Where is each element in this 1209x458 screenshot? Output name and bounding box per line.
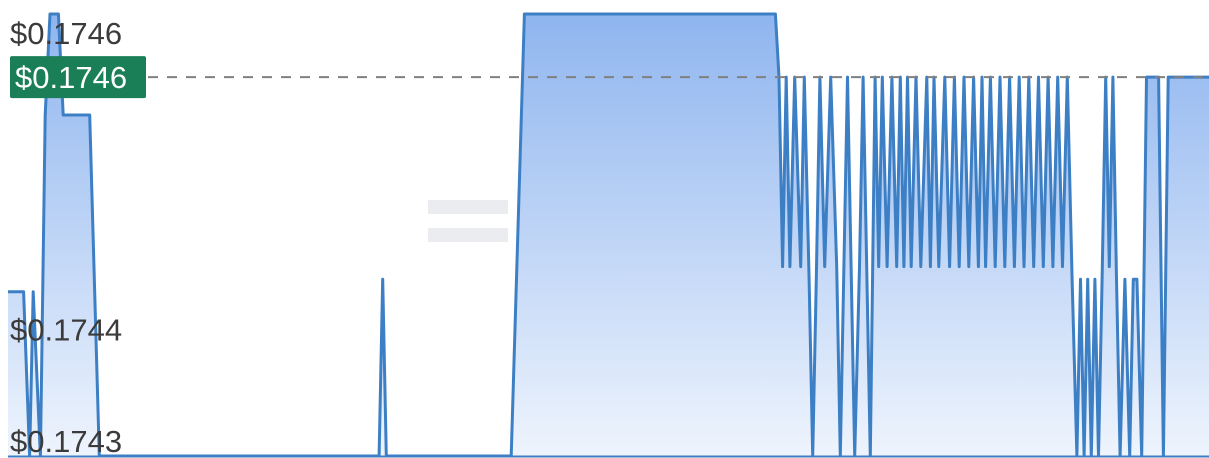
- y-axis-ticks: $0.1746 $0.1744 $0.1743: [10, 16, 122, 458]
- y-tick-label: $0.1744: [10, 313, 122, 348]
- price-line-series: [8, 12, 1209, 458]
- price-line: [8, 12, 1209, 458]
- price-area-fill: [8, 14, 1209, 456]
- current-price-tag: $0.1746: [10, 56, 146, 99]
- current-price-tag-bg: [10, 56, 146, 99]
- current-price-label: $0.1746: [15, 60, 127, 95]
- price-area: [8, 14, 1209, 456]
- y-tick-label: $0.1743: [10, 424, 122, 458]
- y-tick-label: $0.1746: [10, 16, 122, 51]
